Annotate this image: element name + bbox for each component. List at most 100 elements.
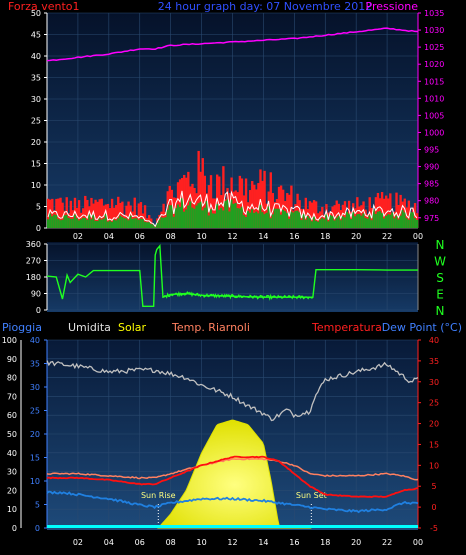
wind-axis-tick-label: 10 <box>31 181 41 190</box>
wind-gust-bar <box>255 189 258 228</box>
wind-avg-bar <box>129 215 132 228</box>
direction-label: S <box>436 271 444 285</box>
wind-avg-bar <box>84 217 87 228</box>
wind-avg-bar <box>193 208 196 228</box>
hour-tick-label: 06 <box>135 232 145 241</box>
wind-avg-bar <box>178 206 182 228</box>
wind-avg-bar <box>341 216 345 228</box>
wind-gust-bar <box>117 196 120 228</box>
wind-avg-bar <box>158 219 161 228</box>
wind-avg-bar <box>75 218 79 228</box>
humidity-axis-tick-label: 50 <box>7 430 17 439</box>
wind-gust-bar <box>263 170 266 228</box>
wind-avg-bar <box>337 215 340 228</box>
wind-avg-bar <box>187 205 190 228</box>
wind-avg-bar <box>69 218 73 228</box>
wind-gust-bar <box>115 205 118 228</box>
wind-avg-bar <box>121 216 124 228</box>
wind-avg-bar <box>263 214 266 228</box>
rain-axis-tick-label: 30 <box>30 383 40 392</box>
wind-avg-bar <box>347 213 351 228</box>
wind-avg-bar <box>145 222 149 228</box>
wind-avg-bar <box>358 213 361 228</box>
wind-avg-bar <box>391 212 394 228</box>
dewpoint-line <box>46 490 419 514</box>
wind-axis-tick-label: 25 <box>31 117 41 126</box>
wind-gust-bar <box>119 202 122 228</box>
temperature-axis-tick-label: 30 <box>429 378 439 387</box>
temperature-axis-tick-label: 10 <box>429 461 439 470</box>
wind-avg-bar <box>298 212 301 228</box>
wind-avg-bar <box>86 219 89 228</box>
wind-gust-bar <box>259 169 262 228</box>
wind-avg-bar <box>325 214 328 228</box>
temperature-axis-tick-label: 5 <box>431 482 436 491</box>
wind-gust-bar <box>308 201 312 228</box>
wind-axis-tick-label: 35 <box>31 74 41 83</box>
rain-axis-tick-label: 40 <box>30 336 40 345</box>
hour-tick-label: 08 <box>166 538 176 547</box>
wind-gust-bar <box>108 208 112 228</box>
temperature-axis-tick-label: 40 <box>429 336 439 345</box>
wind-avg-bar <box>96 221 99 228</box>
wind-avg-bar <box>312 216 316 228</box>
wind-avg-bar <box>59 220 62 228</box>
wind-avg-bar <box>397 219 400 228</box>
hour-tick-label: 14 <box>258 232 268 241</box>
wind-axis-tick-label: 45 <box>31 31 41 40</box>
wind-avg-bar <box>345 211 349 228</box>
wind-avg-bar <box>277 208 281 228</box>
wind-gust-bar <box>47 198 50 228</box>
wind-gust-bar <box>73 197 77 228</box>
rain-axis-tick-label: 15 <box>30 454 40 463</box>
rain-label: Pioggia <box>2 321 42 334</box>
wind-gust-bar <box>102 205 106 228</box>
hour-tick-label: 14 <box>258 538 268 547</box>
pressure-label: Pressione <box>366 0 419 13</box>
wind-gust-bar <box>183 174 186 228</box>
wind-avg-bar <box>77 220 81 228</box>
direction-label: N <box>436 238 445 252</box>
wind-avg-bar <box>411 212 415 228</box>
wind-avg-bar <box>127 220 130 228</box>
wind-avg-bar <box>267 206 270 228</box>
wind-avg-bar <box>288 218 291 228</box>
wind-avg-bar <box>189 201 192 228</box>
wind-avg-bar <box>294 211 297 228</box>
wind-avg-bar <box>401 210 404 228</box>
wind-avg-bar <box>393 218 396 228</box>
wind-gust-bar <box>86 200 89 228</box>
wind-avg-bar <box>240 206 244 228</box>
wind-avg-bar <box>304 219 307 228</box>
wind-avg-bar <box>389 214 392 228</box>
wind-avg-bar <box>174 208 178 228</box>
hour-tick-label: 04 <box>104 538 114 547</box>
wind-gust-bar <box>376 192 380 228</box>
wind-avg-bar <box>123 218 126 228</box>
wind-avg-bar <box>319 219 322 228</box>
wind-gust-bar <box>277 186 281 228</box>
wind-gust-bar <box>143 205 147 228</box>
solar-label: Solar <box>118 321 147 334</box>
wind-avg-bar <box>368 215 371 228</box>
wind-gust-bar <box>261 180 264 228</box>
wind-gust-bar <box>257 183 260 228</box>
wind-avg-bar <box>234 202 237 228</box>
wind-avg-bar <box>403 212 406 228</box>
wind-avg-bar <box>385 215 388 228</box>
wind-avg-bar <box>290 211 293 228</box>
wind-gust-bar <box>133 197 136 228</box>
direction-label: E <box>436 288 444 302</box>
wind-avg-bar <box>343 217 347 228</box>
wind-avg-bar <box>176 204 180 228</box>
wind-avg-bar <box>259 204 262 228</box>
wind-avg-bar <box>246 210 250 228</box>
pressure-axis-tick-label: 975 <box>424 214 439 223</box>
wind-avg-bar <box>366 218 369 228</box>
wind-avg-bar <box>331 216 334 228</box>
wind-avg-bar <box>162 217 165 228</box>
temperature-label: Temperatura <box>311 321 382 334</box>
wind-avg-bar <box>55 214 58 228</box>
wind-avg-bar <box>133 218 136 228</box>
wind-avg-bar <box>306 216 310 228</box>
